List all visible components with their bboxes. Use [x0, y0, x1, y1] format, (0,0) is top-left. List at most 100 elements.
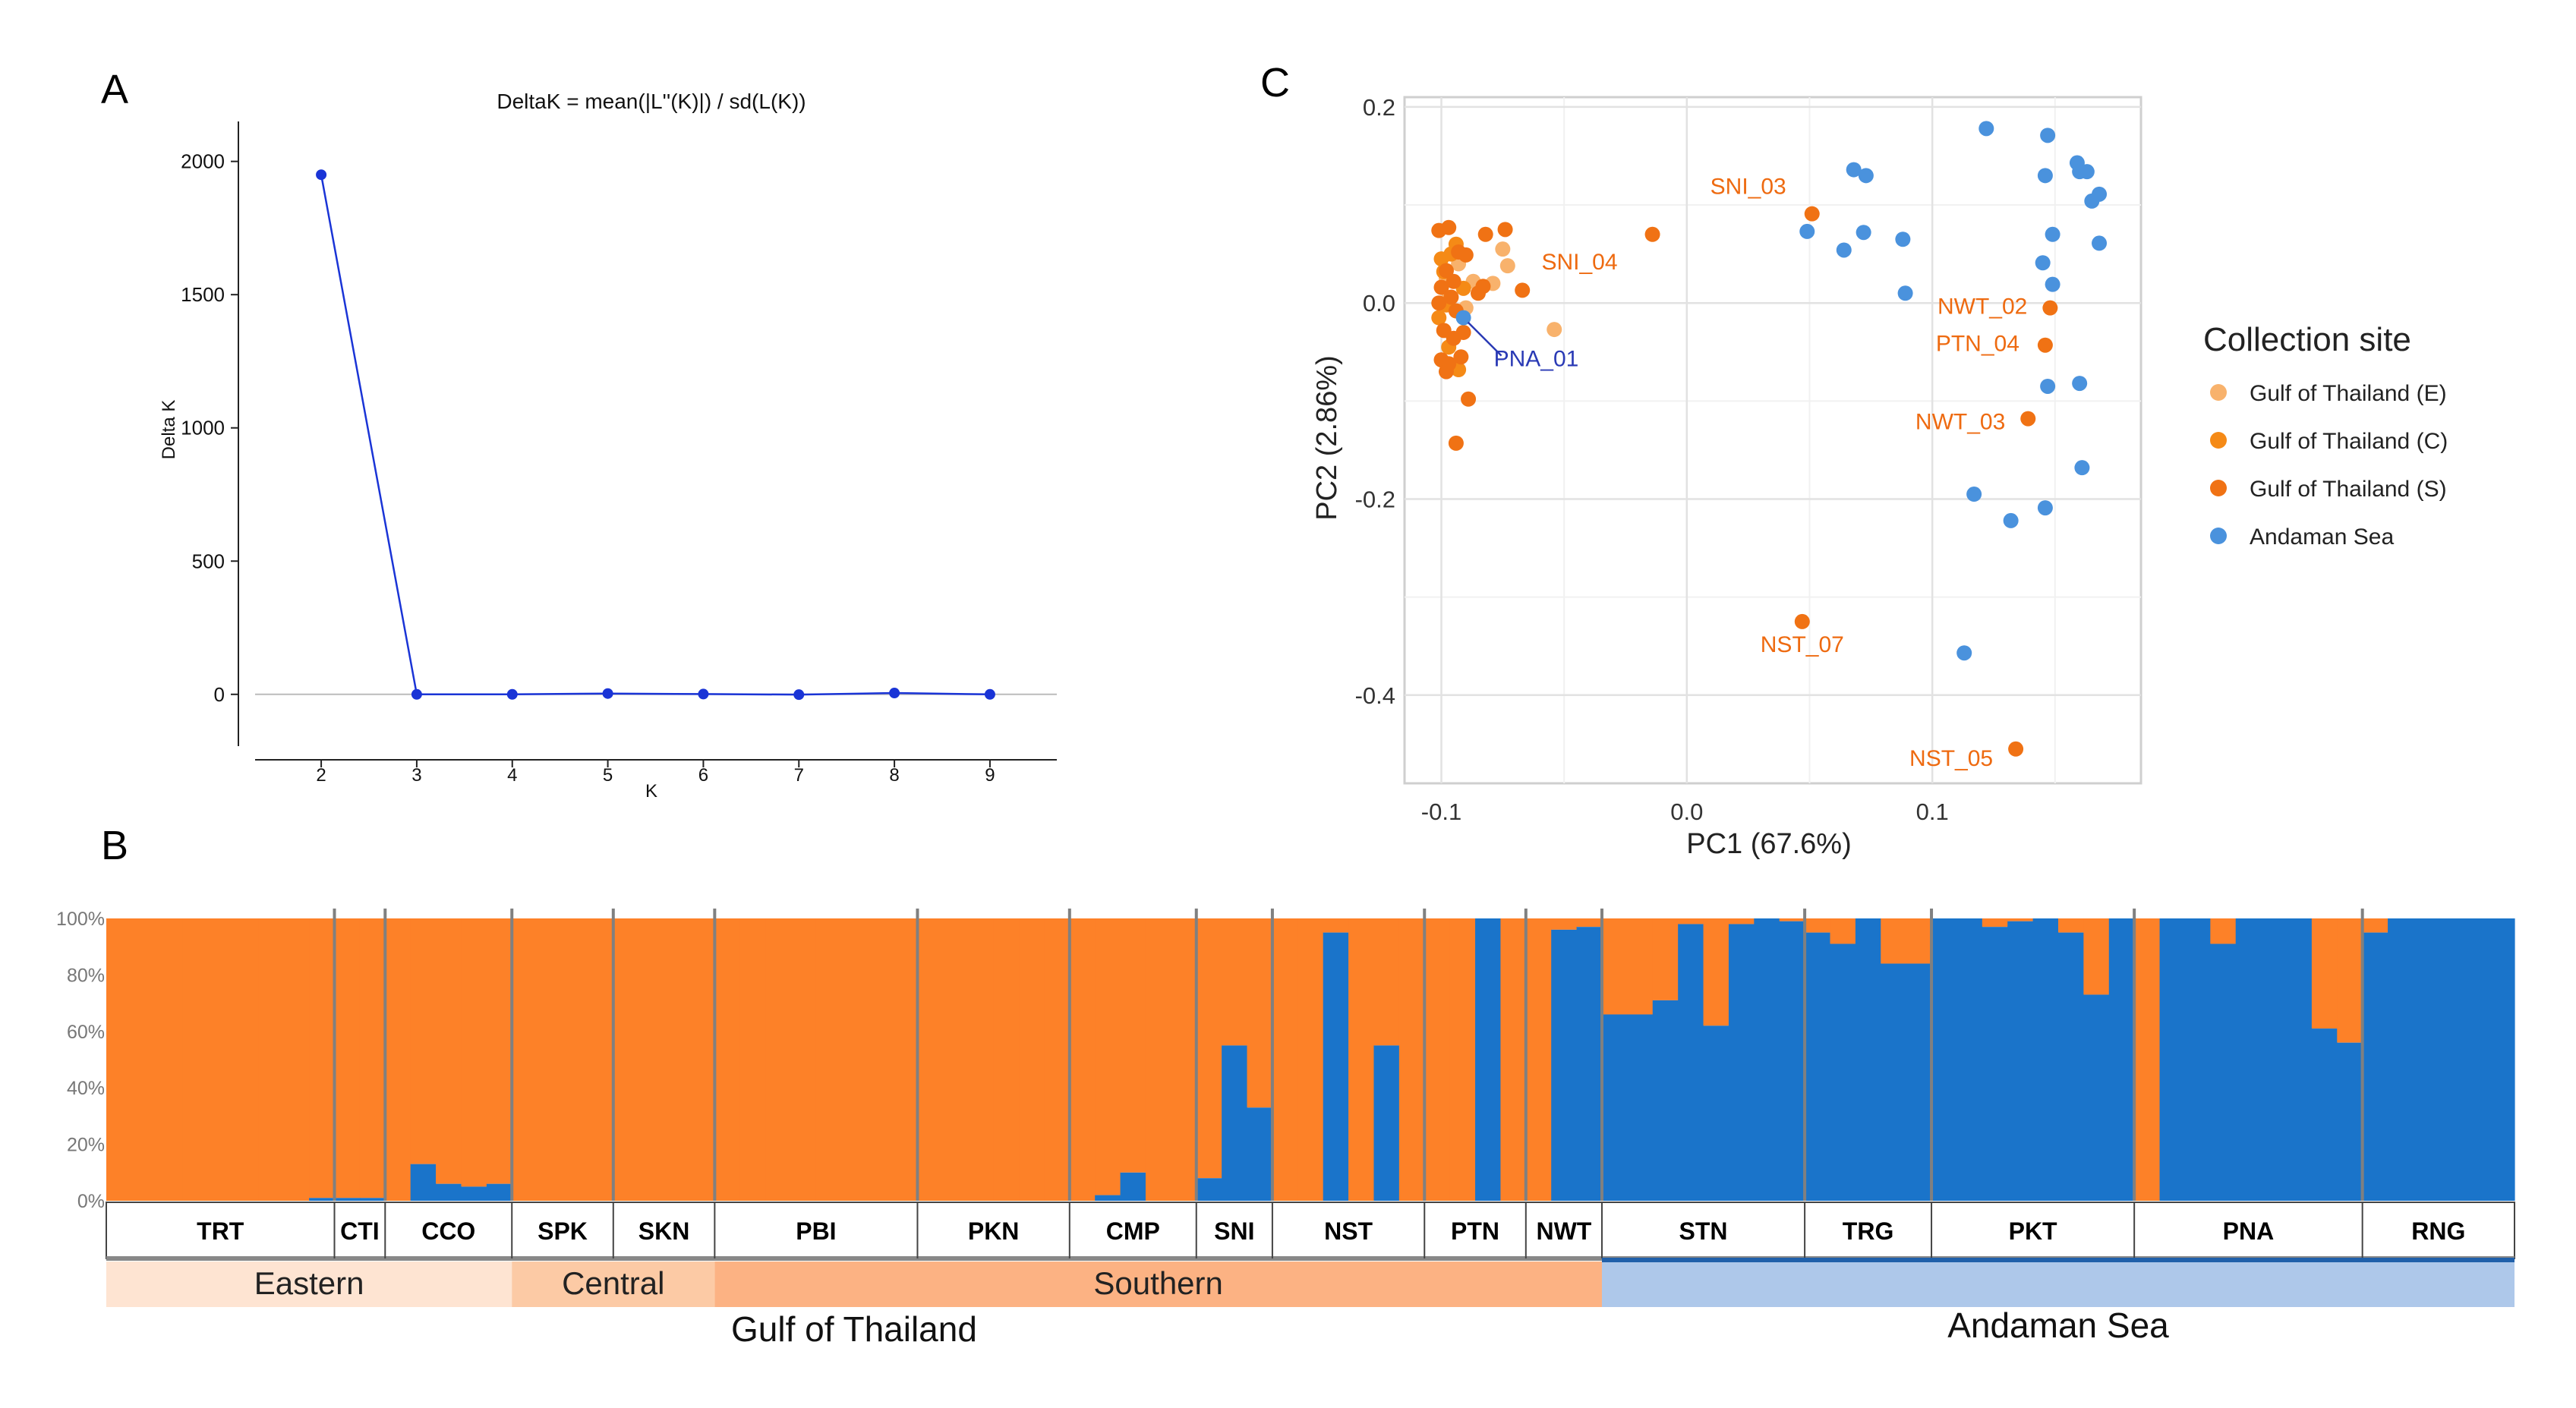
- admix-bar-orange: [537, 918, 563, 1201]
- admix-bar-blue: [1931, 918, 1958, 1201]
- admix-bar-orange: [1551, 918, 1578, 930]
- pca-point-2: [1794, 613, 1810, 629]
- pca-point-2: [1431, 295, 1447, 311]
- deltak-xtick-label: 5: [603, 765, 613, 786]
- pca-point-0: [1495, 241, 1511, 257]
- admix-bar-orange: [1830, 918, 1856, 944]
- population-label: SNI: [1214, 1217, 1254, 1245]
- admix-bar-orange: [334, 918, 361, 1199]
- admix-bar-orange: [410, 918, 437, 1164]
- admix-bar-blue: [2388, 918, 2414, 1201]
- pca-xlabel: PC1 (67.6%): [1686, 828, 1852, 860]
- pca-ylabel: PC2 (2.86%): [1311, 355, 1343, 521]
- pca-xtick-label: -0.1: [1421, 798, 1461, 825]
- sea-label-andaman: Andaman Sea: [1947, 1306, 2169, 1345]
- pca-point-3: [1966, 487, 1982, 502]
- deltak-xtick-label: 3: [411, 765, 421, 786]
- admix-bar-orange: [486, 918, 512, 1184]
- pca-point-2: [1497, 222, 1513, 238]
- pca-point-label: SNI_04: [1541, 250, 1617, 275]
- deltak-point: [984, 688, 995, 700]
- pca-point-2: [1461, 391, 1477, 407]
- pca-point-3: [2079, 164, 2095, 180]
- admix-bar-blue: [436, 1183, 462, 1201]
- pca-point-2: [2020, 411, 2036, 427]
- population-label: PKN: [968, 1217, 1020, 1245]
- legend-swatch: [2210, 528, 2227, 544]
- admix-bar-orange: [714, 918, 741, 1201]
- legend-label: Gulf of Thailand (S): [2250, 477, 2447, 502]
- pca-point-2: [1804, 206, 1820, 222]
- admix-bar-orange: [2337, 918, 2363, 1043]
- sea-label-gulf: Gulf of Thailand: [731, 1309, 977, 1349]
- admix-bar-orange: [638, 918, 665, 1201]
- deltak-point: [316, 169, 327, 181]
- panel-label-b: B: [101, 823, 128, 868]
- pca-point-3: [2035, 255, 2051, 271]
- pca-point-3: [1799, 223, 1815, 239]
- pca-point-3: [2084, 193, 2100, 209]
- pca-point-2: [1644, 226, 1660, 242]
- admix-bar-orange: [1601, 918, 1628, 1015]
- panel-label-c: C: [1260, 60, 1290, 106]
- admix-bar-blue: [1855, 918, 1881, 1201]
- pca-point-2: [1475, 279, 1491, 295]
- pca-point-label: NST_07: [1761, 632, 1844, 657]
- admix-bar-blue: [1754, 918, 1780, 1201]
- deltak-xtick-label: 8: [889, 765, 899, 786]
- admix-bar-blue: [2362, 932, 2388, 1201]
- pca-point-label: SNI_03: [1711, 175, 1786, 200]
- admix-bar-orange: [232, 918, 259, 1201]
- admix-bar-orange: [1297, 918, 1324, 1201]
- admix-bar-blue: [1247, 1107, 1273, 1201]
- admix-bar-orange: [1348, 918, 1375, 1201]
- population-label: TRG: [1843, 1217, 1894, 1245]
- pca-point-2: [1448, 435, 1464, 451]
- admixture-bar-chart: 100% 80% 60% 40% 20% 0% TRT CTI CCO SPK SKN PBI PKN C…: [56, 909, 2515, 1349]
- pca-point-3: [1895, 232, 1911, 247]
- admix-bar-orange: [1171, 918, 1197, 1201]
- pca-point-2: [2042, 300, 2058, 316]
- pca-label-leader: [1467, 321, 1502, 357]
- legend-swatch: [2210, 480, 2227, 496]
- pca-point-3: [1836, 242, 1852, 258]
- population-label: PTN: [1451, 1217, 1499, 1245]
- admix-bar-orange: [1145, 918, 1171, 1201]
- admix-ytick-label: 40%: [67, 1078, 105, 1099]
- admix-bar-blue: [2311, 1028, 2338, 1201]
- deltak-xtick-label: 7: [794, 765, 804, 786]
- pca-point-2: [1515, 282, 1531, 298]
- admix-bar-blue: [1601, 1014, 1628, 1201]
- admix-bar-blue: [486, 1183, 512, 1201]
- pca-point-2: [1446, 273, 1461, 289]
- pca-point-2: [1455, 324, 1471, 340]
- admix-bar-blue: [2184, 918, 2211, 1201]
- admix-bar-orange: [309, 918, 336, 1199]
- admix-bar-blue: [1728, 924, 1755, 1201]
- pca-point-3: [1846, 162, 1862, 178]
- admix-bar-blue: [1120, 1172, 1146, 1201]
- pca-ytick-label: -0.4: [1355, 682, 1395, 709]
- population-label: RNG: [2411, 1217, 2465, 1245]
- admix-bar-orange: [1779, 918, 1805, 921]
- admix-bar-orange: [765, 918, 792, 1201]
- deltak-series-line: [320, 174, 990, 696]
- population-label: PKT: [2009, 1217, 2057, 1245]
- deltak-xtick-label: 6: [698, 765, 708, 786]
- deltak-xlabel: K: [645, 781, 657, 802]
- admix-ytick-label: 100%: [56, 909, 105, 930]
- admix-bar-blue: [2261, 918, 2288, 1201]
- pca-scatter-chart: PC2 (2.86%) PC1 (67.6%) Collection site …: [1311, 94, 2448, 860]
- pca-point-3: [2045, 226, 2060, 242]
- legend-label: Andaman Sea: [2250, 524, 2394, 550]
- deltak-point: [698, 688, 709, 700]
- admix-bar-blue: [1982, 927, 2008, 1201]
- admix-bar-orange: [1044, 918, 1070, 1201]
- legend-label: Gulf of Thailand (E): [2250, 381, 2447, 406]
- admix-bar-orange: [512, 918, 538, 1201]
- legend-swatch: [2210, 432, 2227, 449]
- admix-bar-orange: [2057, 918, 2084, 933]
- admix-bar-orange: [1449, 918, 1476, 1201]
- pca-point-2: [1477, 226, 1493, 242]
